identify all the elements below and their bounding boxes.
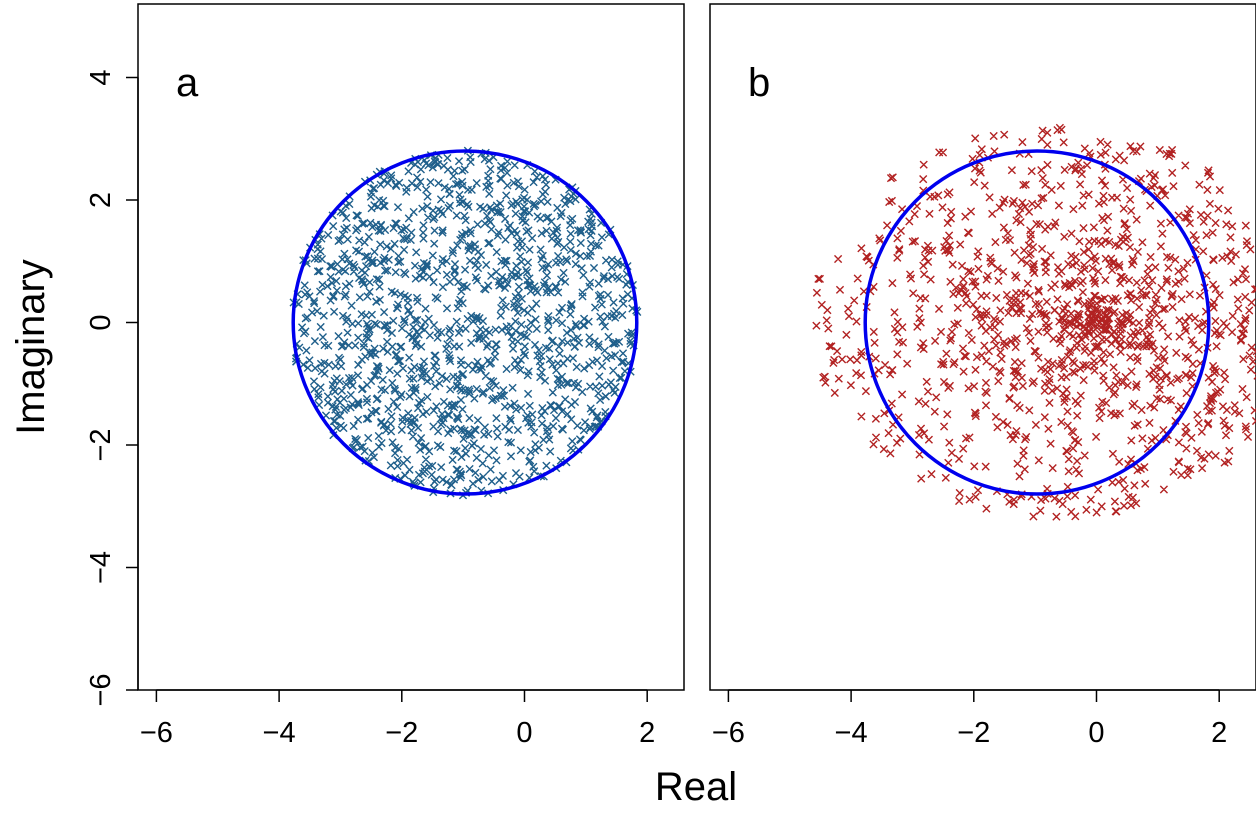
- panel-a-scatter-points: [289, 146, 642, 500]
- panel-a-x-tick-label: 0: [516, 717, 532, 749]
- panel-b-scatter-points: [812, 123, 1256, 521]
- y-axis-title: Imaginary: [9, 259, 53, 435]
- panel-b-x-tick-label: 2: [1211, 717, 1227, 749]
- panel-b-x-tick-label: 0: [1088, 717, 1104, 749]
- panel-a-y-tick-label: −6: [85, 673, 117, 706]
- x-axis-title: Real: [655, 765, 737, 809]
- panel-a-x-tick-label: −4: [263, 717, 296, 749]
- panel-b-circle-boundary: [863, 149, 1211, 496]
- panel-a-y-tick-label: −2: [85, 428, 117, 461]
- panel-a-y-axis: −6 −4 −2 0 2 4: [85, 69, 139, 707]
- panel-a-label: a: [176, 61, 199, 105]
- panel-b-circle: [863, 149, 1211, 496]
- panel-a: a −6 −4 −2 0 2 −6 −4 −2 0 2 4: [85, 3, 685, 749]
- panel-b-x-tick-label: −6: [712, 717, 745, 749]
- panel-a-x-tick-label: 2: [639, 717, 655, 749]
- panel-a-circle-boundary: [291, 149, 639, 496]
- panel-a-y-tick-label: 4: [85, 69, 117, 85]
- panel-b-x-tick-label: −2: [957, 717, 990, 749]
- panel-b-x-axis: −6 −4 −2 0 2: [712, 689, 1227, 749]
- panel-a-y-tick-label: 2: [85, 192, 117, 208]
- panel-a-y-tick-label: 0: [85, 314, 117, 330]
- panel-b-label: b: [748, 61, 770, 105]
- panel-b: b −6 −4 −2 0 2: [709, 3, 1256, 749]
- panel-a-circle: [291, 149, 639, 496]
- panel-a-x-axis: −6 −4 −2 0 2: [140, 689, 655, 749]
- panel-a-x-tick-label: −6: [140, 717, 173, 749]
- panel-a-y-tick-label: −4: [85, 551, 117, 584]
- panel-a-points: [289, 146, 642, 500]
- panel-b-x-tick-label: −4: [835, 717, 868, 749]
- panel-b-points: [812, 123, 1256, 521]
- panel-a-x-tick-label: −2: [385, 717, 418, 749]
